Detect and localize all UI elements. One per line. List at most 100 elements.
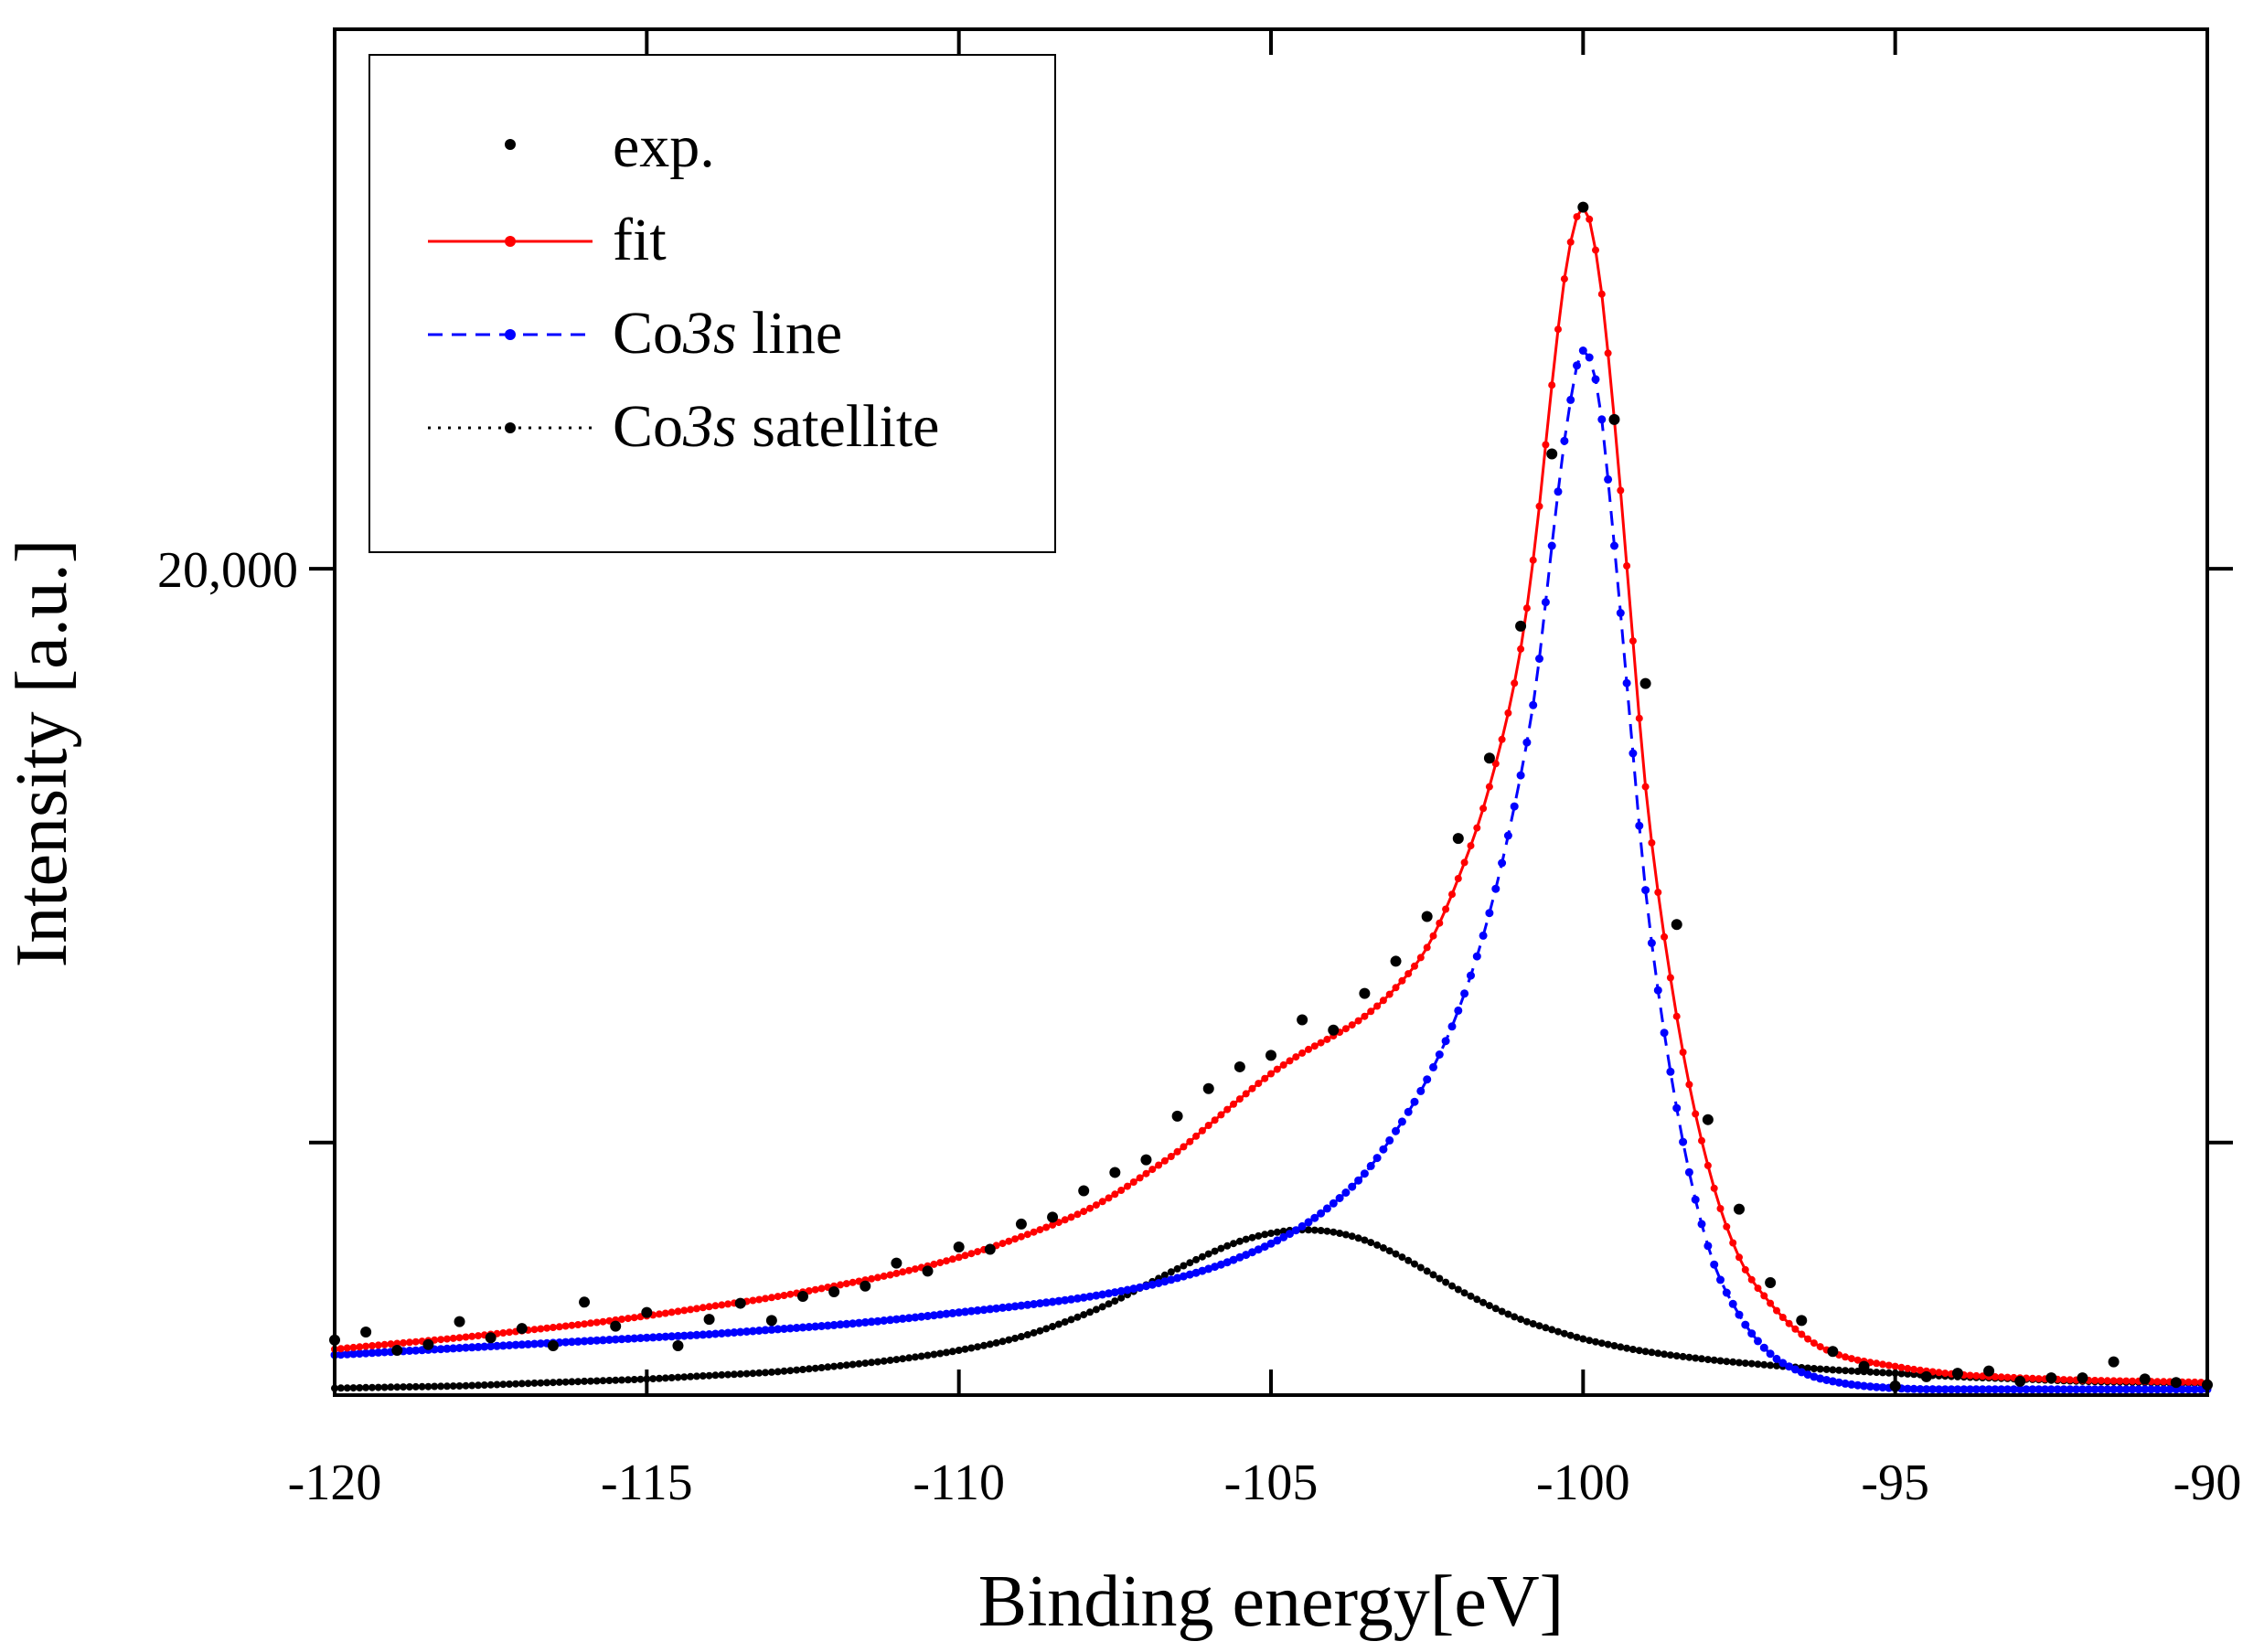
exp-data-point	[516, 1323, 528, 1335]
fit-point	[1542, 441, 1550, 449]
fit-point	[718, 1301, 726, 1309]
fit-point	[1198, 1126, 1206, 1135]
x-axis-label: Binding energy[eV]	[978, 1561, 1565, 1642]
exp-data-point	[579, 1296, 591, 1308]
co3s-satellite-point	[343, 1384, 351, 1392]
fit-point	[462, 1333, 470, 1341]
co3s-line-point	[2128, 1385, 2137, 1394]
co3s-satellite-point	[1767, 1361, 1775, 1370]
co3s-line-point	[1185, 1270, 1194, 1279]
fit-point	[699, 1304, 707, 1312]
fit-point	[2060, 1376, 2067, 1384]
co3s-satellite-point	[1835, 1366, 1843, 1374]
co3s-line-point	[1865, 1382, 1874, 1391]
co3s-satellite-point	[1666, 1351, 1674, 1359]
fit-point	[1211, 1116, 1219, 1124]
fit-point	[667, 1308, 676, 1316]
co3s-line-point	[617, 1335, 626, 1344]
fit-point	[1005, 1237, 1013, 1245]
co3s-satellite-point	[680, 1373, 689, 1381]
co3s-line-point	[1728, 1299, 1737, 1308]
co3s-satellite-point	[999, 1338, 1007, 1346]
co3s-line-point	[642, 1333, 651, 1342]
fit-point	[1847, 1355, 1855, 1363]
legend-label: exp.	[613, 113, 715, 180]
fit-point	[2122, 1377, 2131, 1385]
fit-point	[2003, 1373, 2012, 1381]
fit-point	[1517, 645, 1525, 653]
co3s-line-point	[798, 1323, 807, 1332]
co3s-satellite-point	[480, 1381, 488, 1389]
co3s-line-point	[1666, 1067, 1675, 1076]
fit-point	[1305, 1045, 1312, 1053]
co3s-line-point	[1416, 1086, 1426, 1095]
co3s-line-point	[2097, 1385, 2106, 1394]
co3s-line-point	[604, 1336, 614, 1344]
fit-point	[1623, 562, 1631, 570]
fit-point	[593, 1318, 601, 1327]
co3s-line-point	[1098, 1290, 1107, 1299]
co3s-line-point	[1916, 1385, 1925, 1393]
co3s-line-point	[867, 1317, 876, 1327]
co3s-satellite-point	[1429, 1271, 1437, 1279]
co3s-satellite-point	[774, 1368, 782, 1376]
co3s-line-point	[1092, 1291, 1101, 1300]
co3s-line-point	[1360, 1169, 1369, 1178]
co3s-line-point	[1597, 415, 1607, 424]
co3s-line-point	[374, 1348, 383, 1357]
co3s-line-point	[2003, 1385, 2012, 1394]
fit-point	[1310, 1042, 1319, 1050]
co3s-line-point	[1410, 1097, 1419, 1106]
co3s-line-point	[2178, 1385, 2187, 1394]
co3s-line-point	[1335, 1194, 1344, 1202]
co3s-satellite-point	[1648, 1348, 1656, 1357]
co3s-satellite-point	[811, 1364, 819, 1372]
co3s-line-point	[1716, 1275, 1725, 1284]
legend-box	[368, 54, 1056, 553]
co3s-satellite-point	[1560, 1329, 1568, 1338]
exp-data-point	[1421, 911, 1433, 922]
fit-point	[455, 1334, 464, 1342]
co3s-line-point	[730, 1328, 739, 1337]
co3s-line-point	[1535, 655, 1543, 663]
co3s-line-point	[1242, 1251, 1251, 1260]
co3s-satellite-point	[917, 1352, 925, 1360]
co3s-satellite-point	[986, 1340, 994, 1348]
co3s-satellite-point	[1317, 1227, 1325, 1234]
fit-point	[1023, 1231, 1031, 1239]
fit-point	[343, 1344, 351, 1352]
fit-point	[1778, 1314, 1787, 1321]
fit-point	[1816, 1343, 1824, 1351]
fit-point	[2091, 1377, 2099, 1384]
co3s-satellite-point	[374, 1383, 382, 1391]
co3s-line-point	[2078, 1385, 2087, 1394]
fit-point	[1522, 604, 1531, 613]
fit-point	[674, 1307, 682, 1316]
exp-data-point	[1734, 1203, 1745, 1215]
fit-point	[1935, 1369, 1943, 1377]
co3s-satellite-point	[1416, 1263, 1425, 1272]
fit-point	[1273, 1065, 1281, 1073]
co3s-line-point	[880, 1316, 889, 1325]
fit-point	[948, 1255, 956, 1263]
fit-point	[774, 1293, 782, 1301]
y-axis: 20,000	[157, 542, 2233, 1145]
co3s-line-point	[1154, 1279, 1163, 1287]
co3s-line-point	[1023, 1300, 1032, 1309]
co3s-line-point	[999, 1303, 1007, 1312]
co3s-line-point	[2041, 1385, 2049, 1394]
fit-point	[1897, 1363, 1906, 1371]
co3s-line-point	[1691, 1195, 1700, 1204]
co3s-line-point	[1286, 1230, 1294, 1239]
co3s-line-point	[1629, 749, 1638, 758]
co3s-line-point	[1329, 1199, 1338, 1208]
legend-label: Co3s line	[613, 300, 842, 367]
legend-label: fit	[613, 207, 667, 273]
exp-data-point	[422, 1338, 434, 1350]
exp-data-point	[953, 1242, 965, 1253]
co3s-line-point	[1454, 1006, 1463, 1015]
fit-point	[1723, 1222, 1731, 1231]
fit-point	[805, 1287, 813, 1295]
co3s-line-point	[785, 1324, 795, 1333]
fit-point	[1760, 1292, 1768, 1300]
